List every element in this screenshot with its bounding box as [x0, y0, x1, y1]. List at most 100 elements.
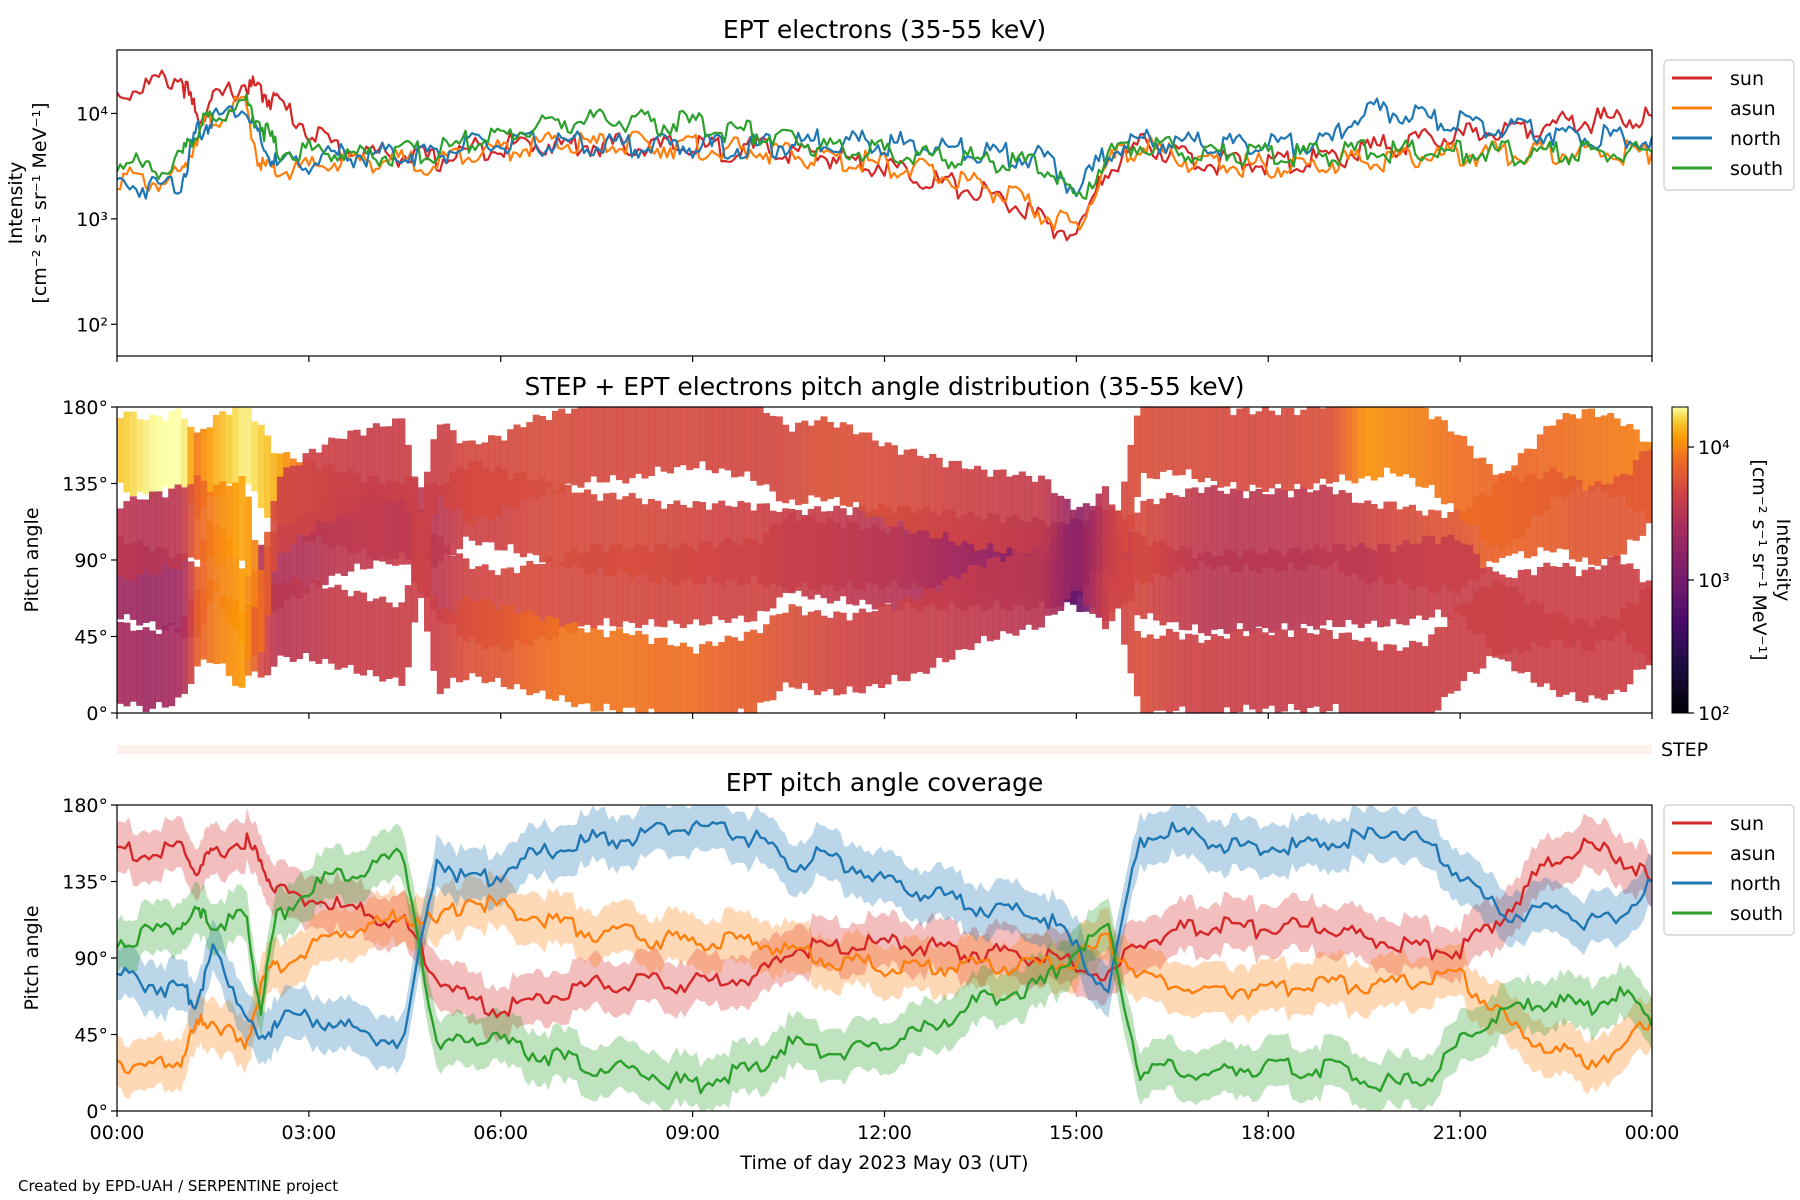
heatmap-cell-sun: [187, 426, 195, 503]
heatmap-cell-sun: [1396, 509, 1404, 579]
heatmap-cell-asun: [954, 528, 962, 609]
heatmap-cell-south: [788, 604, 796, 688]
heatmap-cell-north: [967, 469, 975, 544]
heatmap-cell-north: [1357, 407, 1365, 479]
heatmap-cell-north: [622, 407, 630, 484]
heatmap-cell-asun: [916, 526, 924, 611]
heatmap-cell-north: [596, 407, 604, 483]
legend-label-sun: sun: [1730, 68, 1764, 90]
heatmap-cell-south: [1492, 579, 1500, 658]
heatmap-cell-south: [1210, 634, 1218, 713]
heatmap-cell-asun: [379, 485, 387, 562]
heatmap-cell-south: [1524, 569, 1532, 651]
heatmap-cell-asun: [571, 492, 579, 565]
heatmap-cell-north: [353, 590, 361, 674]
panel3-title: EPT pitch angle coverage: [726, 768, 1044, 797]
heatmap-cell-north: [225, 538, 233, 624]
heatmap-cell-north: [1306, 407, 1314, 490]
series-line-sun: [117, 69, 1652, 242]
heatmap-cell-asun: [839, 528, 847, 597]
heatmap-cell-sun: [1178, 497, 1186, 567]
heatmap-cell-asun: [858, 530, 866, 600]
heatmap-cell-sun: [430, 533, 438, 610]
heatmap-cell-south: [603, 637, 611, 704]
heatmap-cell-asun: [526, 479, 534, 554]
heatmap-cell-asun: [1370, 550, 1378, 621]
heatmap-cell-asun: [603, 493, 611, 576]
heatmap-cell-north: [1178, 407, 1186, 476]
heatmap-cell-south: [551, 618, 559, 701]
heatmap-cell-asun: [660, 508, 668, 578]
heatmap-cell-south: [404, 444, 412, 511]
heatmap-cell-north: [334, 584, 342, 670]
panel1-frame: [116, 49, 1653, 357]
x-tick-label: 03:00: [281, 1122, 336, 1144]
heatmap-cell-south: [1415, 642, 1423, 713]
heatmap-cell-asun: [1293, 547, 1301, 631]
heatmap-cell-south: [1588, 567, 1595, 652]
heatmap-cell-sun: [628, 547, 636, 623]
heatmap-cell-south: [1460, 603, 1468, 682]
heatmap-cell-asun: [1249, 548, 1257, 633]
legend-label-north: north: [1730, 128, 1781, 150]
heatmap-cell-asun: [436, 485, 444, 562]
heatmap-cell-south: [590, 627, 598, 712]
heatmap-cell-north: [526, 422, 534, 498]
heatmap-cell-asun: [315, 505, 323, 587]
heatmap-cell-asun: [1133, 531, 1141, 616]
coverage-line-sun: [117, 832, 1652, 1019]
heatmap-cell-asun: [1345, 551, 1352, 620]
heatmap-cell-north: [232, 556, 240, 630]
heatmap-cell-north: [251, 591, 259, 672]
heatmap-cell-north: [1524, 475, 1532, 559]
heatmap-cell-north: [590, 407, 598, 477]
heatmap-cell-north: [385, 602, 393, 679]
heatmap-cell-south: [1229, 629, 1237, 713]
heatmap-cell-north: [577, 407, 585, 488]
heatmap-cell-south: [225, 485, 233, 558]
heatmap-cell-asun: [558, 484, 566, 566]
heatmap-cell-south: [884, 603, 892, 685]
heatmap-cell-south: [1364, 637, 1372, 713]
heatmap-cell-south: [667, 645, 674, 713]
heatmap-cell-sun: [181, 419, 188, 491]
heatmap-cell-south: [270, 501, 278, 572]
heatmap-cell-sun: [513, 573, 521, 641]
heatmap-cell-north: [507, 429, 515, 511]
heatmap-cell-asun: [449, 471, 457, 556]
heatmap-cell-south: [1261, 632, 1269, 709]
heatmap-cell-south: [628, 635, 636, 708]
heatmap-cell-north: [1012, 474, 1020, 551]
heatmap-cell-south: [705, 641, 713, 713]
heatmap-cell-south: [954, 579, 962, 650]
heatmap-cell-north: [366, 601, 374, 670]
heatmap-cell-south: [187, 484, 195, 558]
heatmap-cell-asun: [750, 510, 758, 576]
heatmap-cell-north: [340, 589, 348, 668]
heatmap-cell-asun: [1575, 617, 1583, 701]
heatmap-cell-sun: [193, 432, 201, 518]
heatmap-cell-south: [1057, 526, 1065, 611]
coverage-line-asun: [117, 894, 1652, 1075]
heatmap-cell-north: [1517, 482, 1525, 552]
heatmap-cell-north: [679, 407, 687, 466]
legend-label-asun: asun: [1730, 843, 1776, 865]
panel3-ytick-label: 135°: [62, 872, 108, 894]
heatmap-cell-north: [647, 407, 655, 476]
heatmap-cell-sun: [609, 544, 617, 627]
heatmap-cell-sun: [1562, 413, 1570, 498]
heatmap-cell-north: [558, 408, 566, 493]
heatmap-cell-asun: [1607, 618, 1615, 695]
heatmap-cell-asun: [551, 490, 559, 557]
heatmap-cell-north: [1044, 479, 1052, 563]
heatmap-cell-asun: [1229, 550, 1237, 632]
heatmap-cell-south: [750, 629, 758, 713]
heatmap-cell-asun: [1140, 536, 1148, 619]
panel2-ytick-label: 45°: [74, 627, 108, 649]
heatmap-cell-north: [673, 407, 681, 468]
panel2-ytick-label: 180°: [62, 397, 108, 419]
heatmap-cell-north: [1242, 407, 1250, 492]
heatmap-cell-south: [545, 616, 553, 700]
heatmap-cell-asun: [136, 630, 144, 706]
heatmap-cell-north: [1613, 476, 1621, 561]
